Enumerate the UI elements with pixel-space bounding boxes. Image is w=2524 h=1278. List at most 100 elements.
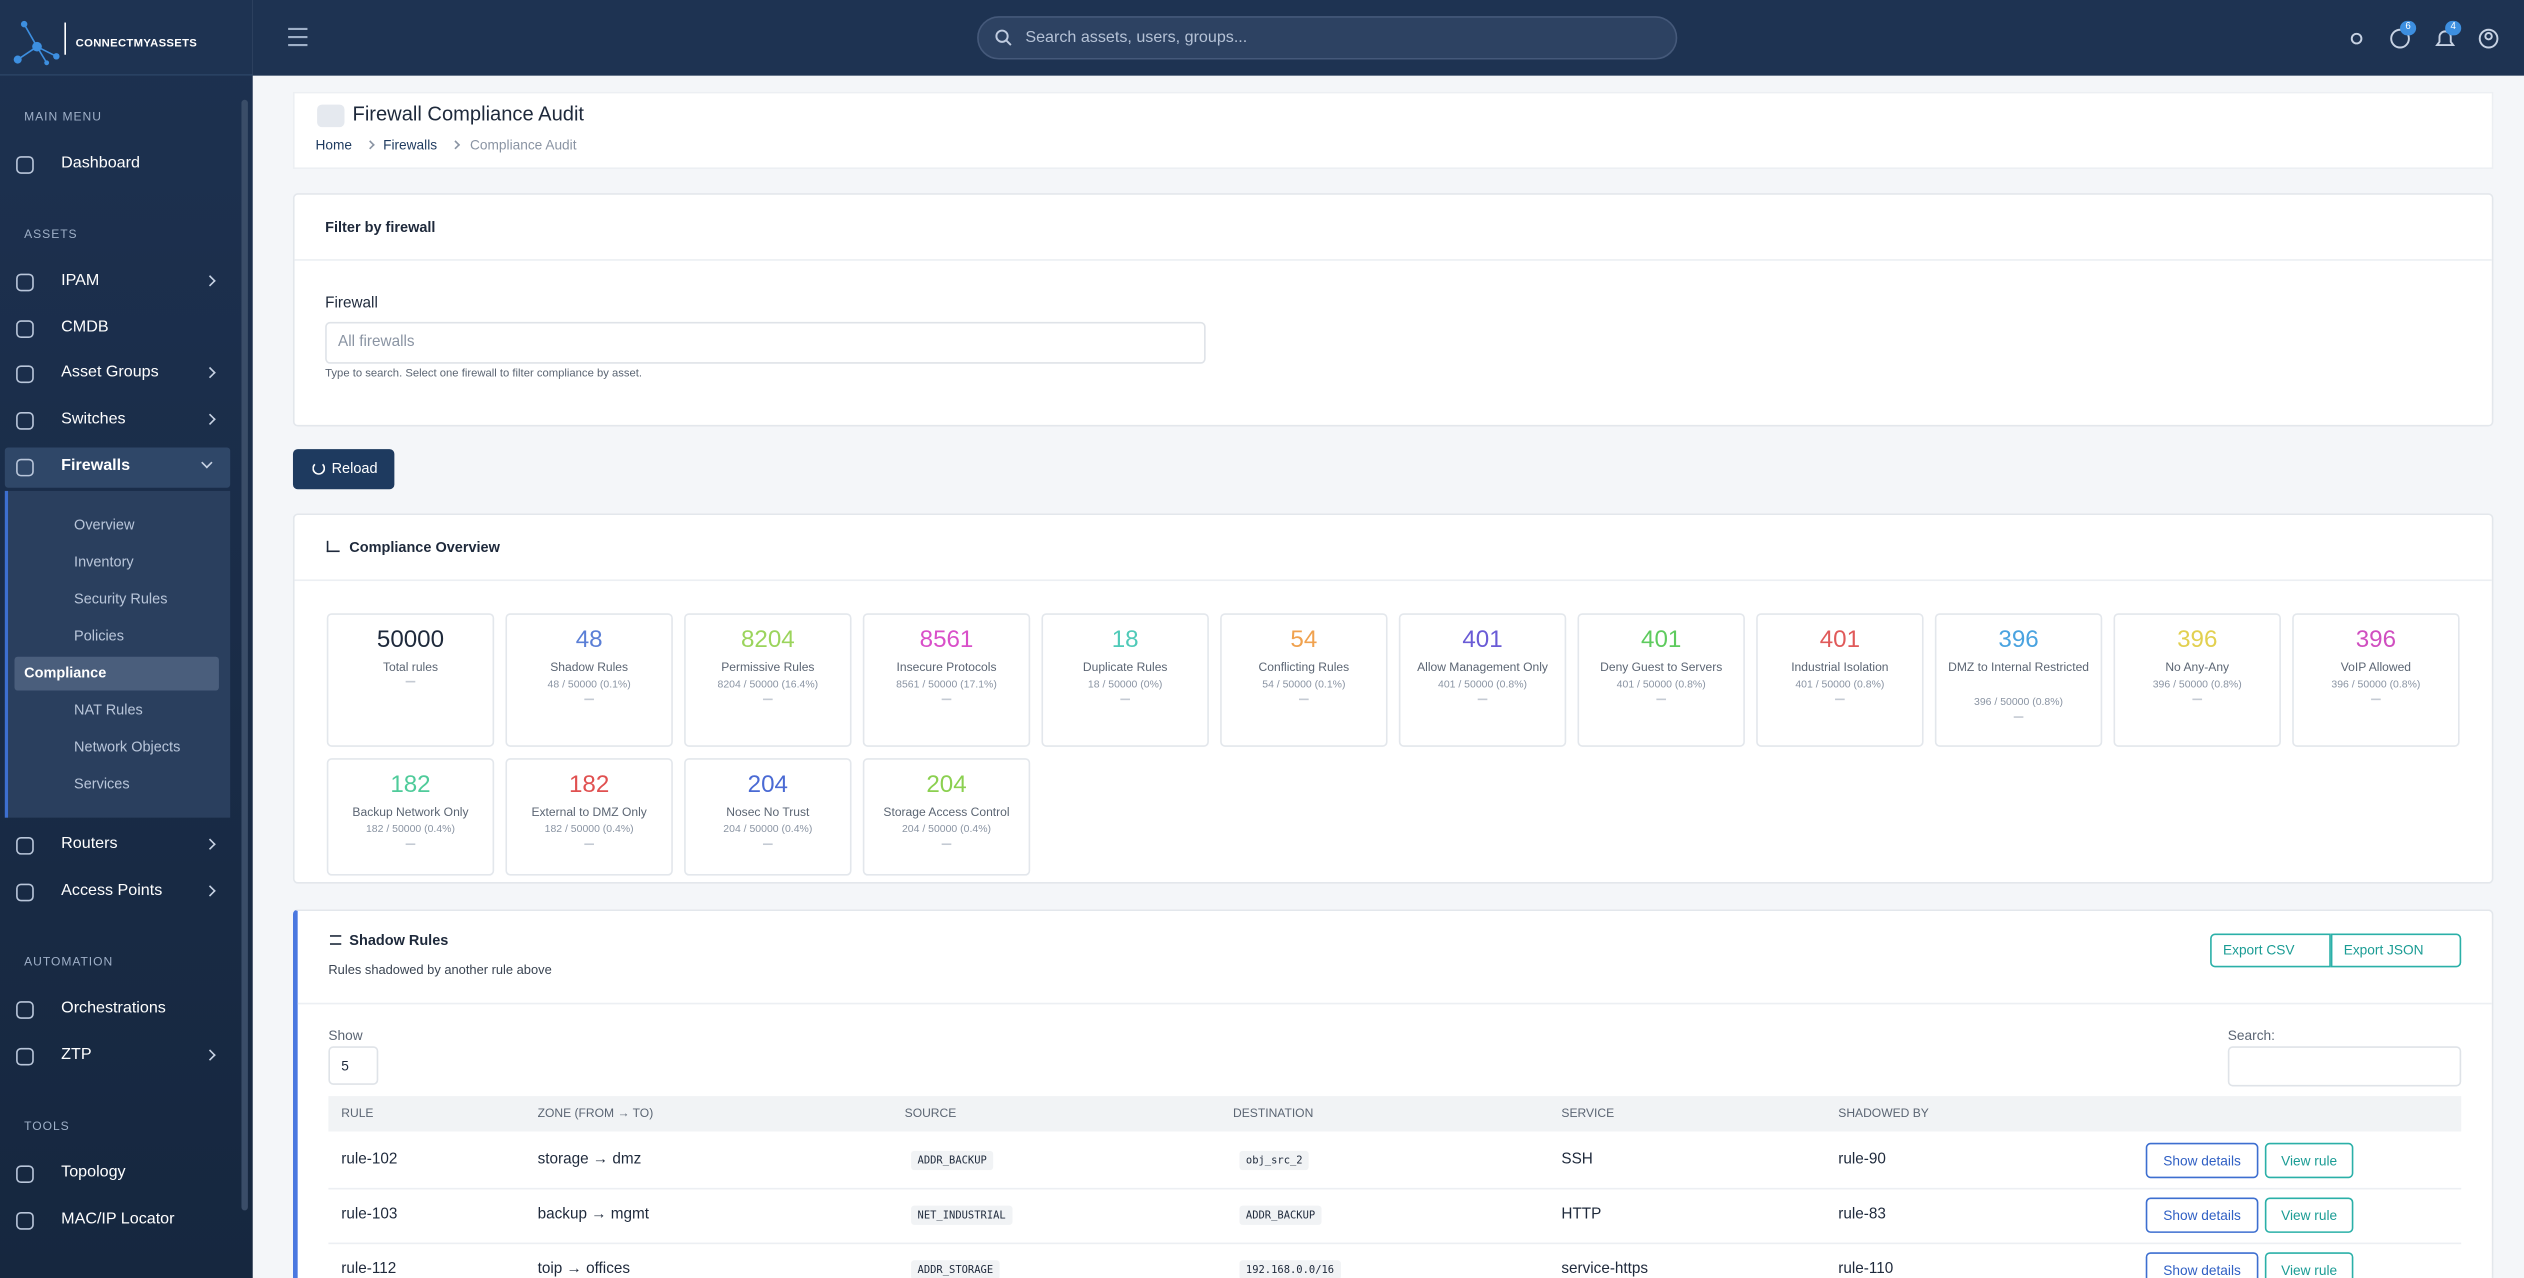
- row-button[interactable]: Show details: [2145, 1252, 2259, 1278]
- menu-toggle[interactable]: [287, 27, 310, 47]
- search-icon: [995, 29, 1012, 46]
- stat-card[interactable]: [2292, 613, 2460, 747]
- stat-card[interactable]: [505, 758, 673, 876]
- export-label[interactable]: Export CSV: [2222, 941, 2295, 958]
- nav-item[interactable]: Switches: [61, 410, 126, 429]
- divider: [294, 259, 2492, 261]
- reload-label[interactable]: Reload: [331, 460, 378, 477]
- table-search[interactable]: [2227, 1046, 2462, 1087]
- stat-card[interactable]: [1934, 613, 2103, 747]
- column-header: RULE: [341, 1105, 374, 1121]
- stat-card[interactable]: [862, 758, 1031, 876]
- nav-item[interactable]: ZTP: [61, 1046, 92, 1064]
- search-box[interactable]: [977, 16, 1678, 60]
- stat-card[interactable]: [1220, 613, 1388, 747]
- show-label: Show: [328, 1026, 363, 1044]
- stat-card[interactable]: [326, 758, 495, 876]
- nav-icon: [16, 1001, 34, 1019]
- nav-item[interactable]: MAC/IP Locator: [61, 1210, 175, 1229]
- submenu-item[interactable]: Overview: [74, 516, 135, 533]
- stat-detail: 401 / 50000 (0.8%): [1438, 679, 1528, 691]
- code-chip: ADDR_BACKUP: [911, 1150, 994, 1171]
- export-button[interactable]: [2330, 933, 2462, 968]
- stat-label: Allow Management Only: [1417, 659, 1548, 675]
- cell: toip → offices: [537, 1260, 631, 1278]
- cell: service-https: [1561, 1260, 1649, 1278]
- stat-label: Duplicate Rules: [1082, 659, 1168, 675]
- stat-detail: 8561 / 50000 (17.1%): [896, 679, 997, 691]
- row-button[interactable]: View rule: [2264, 1252, 2354, 1278]
- export-button[interactable]: [2210, 933, 2331, 968]
- nav-section-title: ASSETS: [24, 226, 78, 242]
- nav-icon: [16, 320, 34, 339]
- stat-value: 48: [575, 626, 603, 654]
- stat-card[interactable]: [684, 758, 852, 876]
- stat-card[interactable]: [1041, 613, 1209, 747]
- filter-card: [292, 193, 2494, 427]
- stat-card[interactable]: [1577, 613, 1745, 747]
- stat-card[interactable]: [1756, 613, 1924, 747]
- nav-item[interactable]: Asset Groups: [61, 363, 159, 382]
- reload-icon: [312, 461, 326, 475]
- breadcrumb: Compliance Audit: [470, 136, 577, 153]
- submenu-item[interactable]: Network Objects: [74, 738, 181, 755]
- stat-arrow: [2013, 716, 2024, 718]
- stat-arrow: [762, 698, 773, 701]
- stat-label: Deny Guest to Servers: [1600, 659, 1723, 675]
- card-title: Compliance Overview: [349, 539, 500, 556]
- breadcrumb[interactable]: Firewalls: [383, 136, 438, 153]
- stat-arrow: [1120, 698, 1131, 701]
- nav-item[interactable]: CMDB: [61, 318, 109, 337]
- stat-card[interactable]: [326, 613, 495, 747]
- stat-card[interactable]: [862, 613, 1031, 747]
- nav-item[interactable]: Topology: [61, 1163, 126, 1182]
- firewall-input[interactable]: [325, 321, 1206, 364]
- nav-item[interactable]: Dashboard: [61, 154, 140, 173]
- field-label: Firewall: [325, 294, 378, 313]
- page-size-value[interactable]: 5: [341, 1057, 349, 1074]
- divider: [297, 1002, 2492, 1005]
- stat-card[interactable]: [2113, 613, 2281, 747]
- nav-item[interactable]: Routers: [61, 835, 118, 854]
- row-button[interactable]: Show details: [2145, 1197, 2259, 1233]
- nav-icon: [16, 1165, 34, 1184]
- stat-detail: 401 / 50000 (0.8%): [1616, 679, 1706, 691]
- nav-icon: [16, 883, 34, 902]
- stat-value: 8561: [919, 626, 974, 654]
- nav-icon: [16, 365, 34, 384]
- breadcrumb[interactable]: Home: [315, 136, 353, 153]
- cell: HTTP: [1561, 1205, 1602, 1224]
- nav-item[interactable]: IPAM: [61, 272, 100, 290]
- submenu-item[interactable]: Inventory: [74, 553, 134, 570]
- badge: 6: [2400, 20, 2417, 36]
- nav-item[interactable]: Access Points: [61, 882, 163, 900]
- export-label[interactable]: Export JSON: [2343, 941, 2424, 958]
- submenu-bg: [4, 490, 231, 818]
- submenu-item[interactable]: NAT Rules: [74, 701, 143, 718]
- page-size-select[interactable]: [328, 1046, 379, 1085]
- stat-card[interactable]: [684, 613, 852, 747]
- submenu-item[interactable]: Security Rules: [74, 590, 168, 607]
- column-header: DESTINATION: [1233, 1105, 1314, 1121]
- stat-card[interactable]: [505, 613, 673, 747]
- stat-value: 54: [1290, 626, 1318, 654]
- reload-button[interactable]: [292, 449, 395, 490]
- submenu-item[interactable]: Compliance: [24, 664, 107, 681]
- stat-detail: 204 / 50000 (0.4%): [723, 824, 813, 836]
- active-subitem-bg: [14, 656, 219, 691]
- nav-item[interactable]: Orchestrations: [61, 999, 166, 1018]
- brand-bar: [0, 0, 253, 76]
- search-placeholder: Search assets, users, groups...: [1025, 28, 1248, 47]
- row-button[interactable]: Show details: [2145, 1142, 2259, 1179]
- submenu-item[interactable]: Policies: [74, 627, 124, 644]
- nav-icon: [16, 1212, 34, 1230]
- row-button[interactable]: View rule: [2264, 1142, 2354, 1179]
- stat-label: No Any-Any: [2165, 659, 2230, 675]
- shadow-card: [292, 909, 2494, 1278]
- submenu-item[interactable]: Services: [74, 775, 130, 792]
- nav-icon: [16, 273, 34, 292]
- stat-card[interactable]: [1398, 613, 1567, 747]
- nav-item[interactable]: Firewalls: [61, 457, 131, 475]
- row-button[interactable]: View rule: [2264, 1197, 2354, 1233]
